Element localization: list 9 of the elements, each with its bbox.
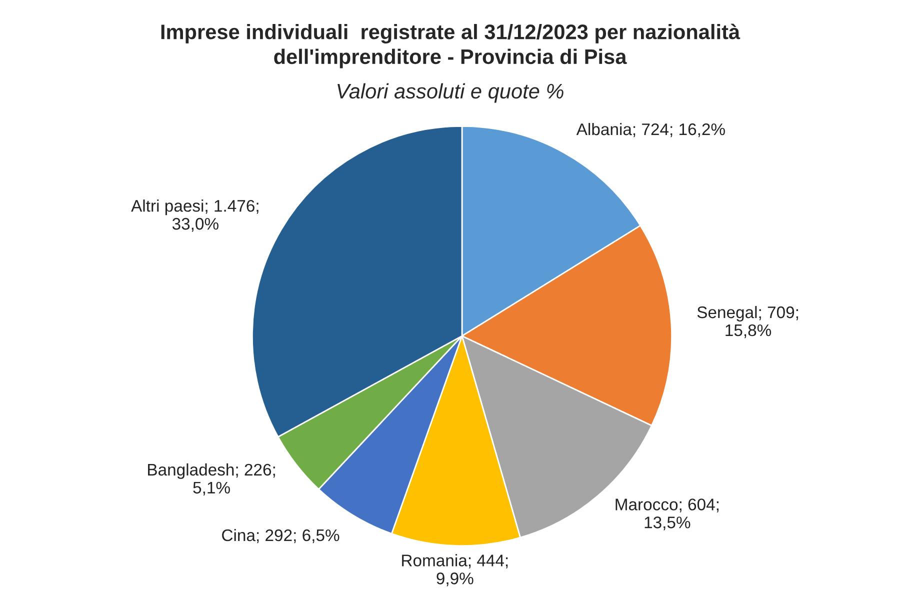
slice-label: Altri paesi; 1.476; 33,0%	[131, 200, 258, 232]
slice-label: Senegal; 709; 15,8%	[697, 306, 798, 338]
slice-label: Romania; 444; 9,9%	[402, 554, 508, 586]
slice-label: Albania; 724; 16,2%	[576, 122, 725, 138]
slice-label: Bangladesh; 226; 5,1%	[148, 463, 275, 496]
slice-label: Cina; 292; 6,5%	[222, 528, 340, 544]
slice-label: Marocco; 604; 13,5%	[616, 498, 718, 530]
chart-title: Imprese individuali registrate al 31/12/2023 per nazionalità dell'imprenditore - Provincia di Pisa	[161, 24, 740, 68]
chart-subtitle: Valori assoluti e quote %	[338, 83, 564, 103]
